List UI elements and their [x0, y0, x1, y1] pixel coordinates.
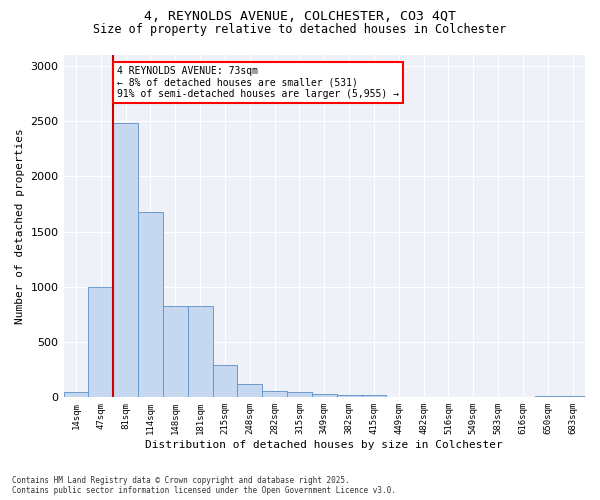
- Bar: [560, 396, 585, 398]
- Bar: [411, 397, 436, 398]
- Bar: [535, 396, 560, 398]
- Text: 4, REYNOLDS AVENUE, COLCHESTER, CO3 4QT: 4, REYNOLDS AVENUE, COLCHESTER, CO3 4QT: [144, 10, 456, 23]
- Bar: [238, 384, 262, 398]
- Bar: [262, 392, 287, 398]
- Y-axis label: Number of detached properties: Number of detached properties: [15, 128, 25, 324]
- Bar: [312, 394, 337, 398]
- Bar: [287, 392, 312, 398]
- Text: Contains HM Land Registry data © Crown copyright and database right 2025.
Contai: Contains HM Land Registry data © Crown c…: [12, 476, 396, 495]
- Bar: [64, 392, 88, 398]
- Bar: [337, 395, 362, 398]
- Bar: [138, 212, 163, 398]
- Bar: [362, 395, 386, 398]
- Bar: [163, 306, 188, 398]
- Bar: [88, 287, 113, 398]
- Bar: [188, 306, 212, 398]
- Bar: [113, 124, 138, 398]
- Bar: [212, 366, 238, 398]
- X-axis label: Distribution of detached houses by size in Colchester: Distribution of detached houses by size …: [145, 440, 503, 450]
- Text: 4 REYNOLDS AVENUE: 73sqm
← 8% of detached houses are smaller (531)
91% of semi-d: 4 REYNOLDS AVENUE: 73sqm ← 8% of detache…: [117, 66, 399, 99]
- Bar: [386, 397, 411, 398]
- Text: Size of property relative to detached houses in Colchester: Size of property relative to detached ho…: [94, 22, 506, 36]
